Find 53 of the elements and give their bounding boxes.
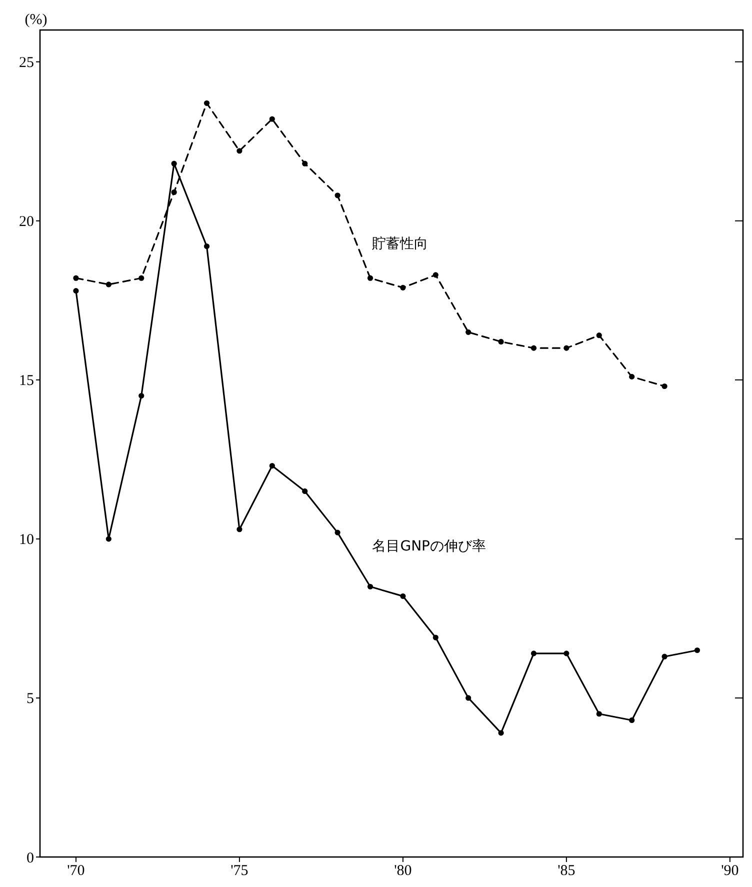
x-tick-label: '90	[721, 863, 739, 879]
point	[106, 282, 112, 288]
point	[596, 332, 602, 338]
point	[204, 243, 210, 250]
series-label: 名目GNPの伸び率	[372, 538, 486, 555]
point	[596, 711, 602, 717]
point	[138, 392, 144, 399]
y-tick-label: 0	[26, 850, 34, 866]
series-label: 貯蓄性向	[372, 236, 428, 252]
point	[694, 647, 700, 654]
point	[138, 275, 144, 281]
point	[302, 160, 308, 166]
point	[269, 116, 275, 122]
point	[171, 189, 177, 196]
point	[530, 345, 537, 351]
y-tick-label: 5	[26, 691, 34, 708]
point	[466, 329, 472, 335]
point	[367, 275, 374, 281]
point	[269, 462, 275, 469]
x-tick-label: '70	[67, 863, 85, 879]
point	[73, 275, 79, 281]
point	[564, 650, 570, 656]
x-tick-label: '75	[230, 863, 248, 879]
point	[662, 383, 668, 390]
point	[629, 717, 635, 724]
point	[334, 530, 340, 536]
y-tick-label: 15	[19, 373, 34, 390]
point	[432, 272, 438, 278]
point	[106, 536, 112, 542]
y-tick-label: 10	[19, 532, 34, 548]
point	[498, 338, 504, 345]
point	[530, 650, 537, 656]
point	[73, 288, 79, 294]
point	[400, 284, 406, 290]
point	[236, 148, 242, 154]
point	[432, 634, 438, 640]
point	[629, 374, 635, 380]
point	[564, 345, 570, 351]
y-axis-title: (%)	[24, 12, 48, 28]
y-tick-label: 20	[19, 214, 34, 230]
point	[367, 584, 374, 590]
x-tick-label: '80	[394, 863, 412, 879]
point	[662, 654, 668, 660]
point	[466, 695, 472, 701]
x-tick-label: '85	[558, 863, 576, 879]
y-tick-label: 25	[19, 55, 34, 72]
point	[302, 488, 308, 494]
point	[204, 100, 210, 106]
point	[498, 730, 504, 736]
point	[236, 526, 242, 532]
point	[171, 160, 177, 166]
point	[334, 192, 340, 198]
point	[400, 593, 406, 599]
